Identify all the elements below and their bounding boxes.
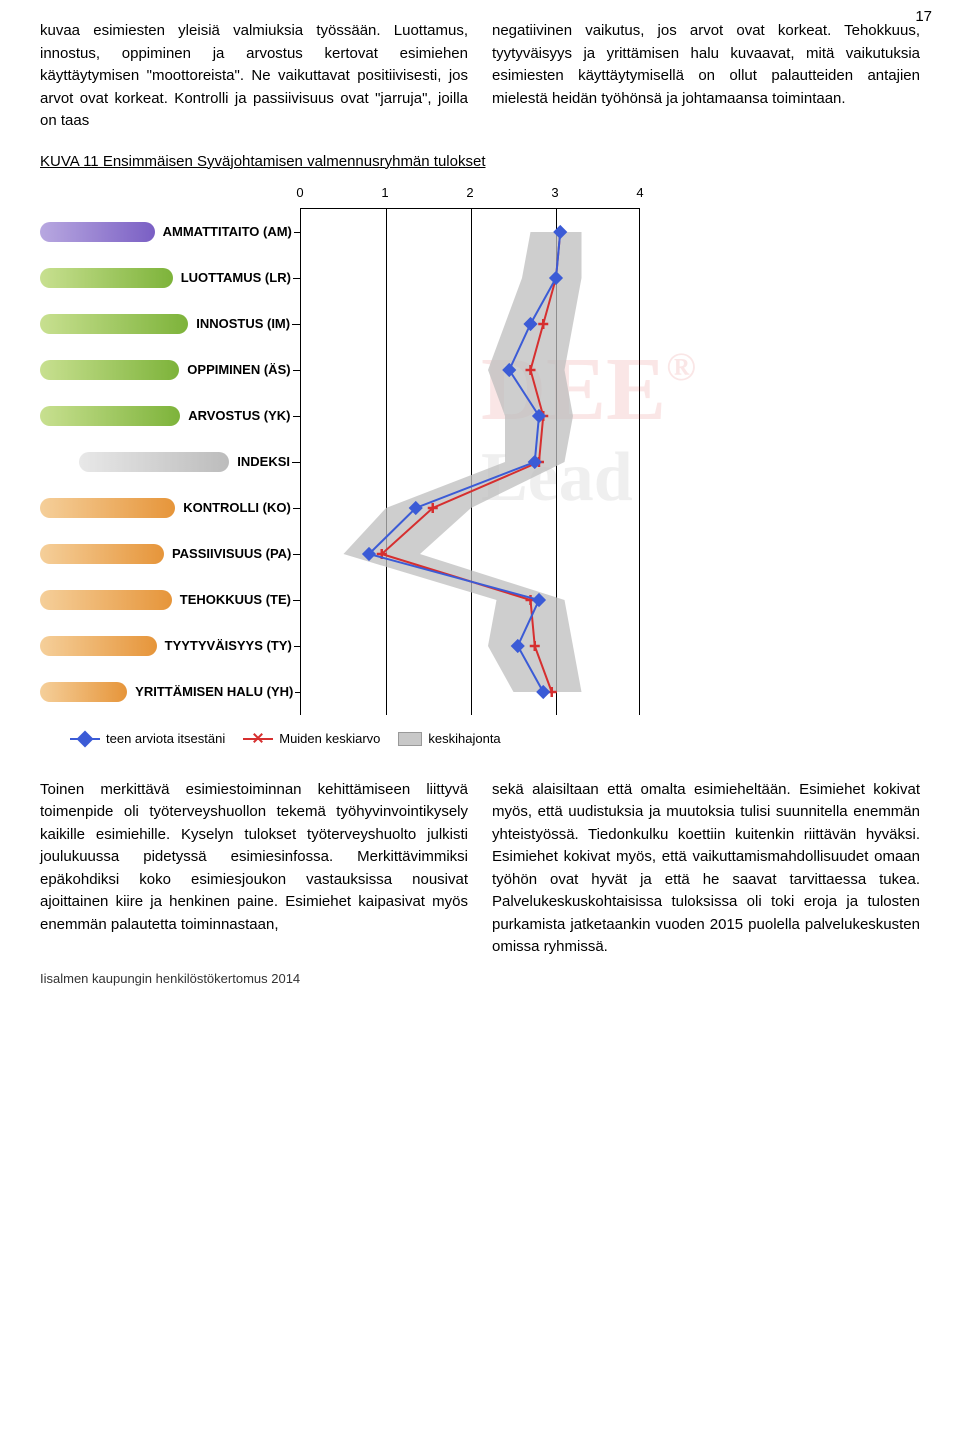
- category-pill: [40, 360, 179, 380]
- category-label: ARVOSTUS (YK): [188, 406, 290, 426]
- chart-caption: KUVA 11 Ensimmäisen Syväjohtamisen valme…: [40, 151, 920, 174]
- deviation-band: [344, 232, 582, 692]
- legend-self: teen arviota itsestäni: [70, 729, 225, 749]
- legend-others-label: Muiden keskiarvo: [279, 729, 380, 749]
- page-number: 17: [915, 6, 932, 29]
- category-pill: [79, 452, 229, 472]
- chart-x-axis: 01234: [300, 183, 640, 209]
- top-left-paragraph: kuvaa esimiesten yleisiä valmiuksia työs…: [40, 20, 468, 133]
- chart-labels-column: AMMATTITAITO (AM) LUOTTAMUS (LR) INNOSTUS …: [40, 183, 300, 715]
- category-pill: [40, 636, 157, 656]
- bottom-columns: Toinen merkittävä esimiestoiminnan kehit…: [40, 779, 920, 959]
- category-label: AMMATTITAITO (AM): [163, 222, 292, 242]
- category-label: TYYTYVÄISYYS (TY): [165, 636, 292, 656]
- category-label: OPPIMINEN (ÄS): [187, 360, 290, 380]
- category-row: AMMATTITAITO (AM): [40, 209, 300, 255]
- category-pill: [40, 222, 155, 242]
- x-tick: 3: [551, 183, 558, 203]
- category-pill: [40, 268, 173, 288]
- category-pill: [40, 314, 188, 334]
- category-label: KONTROLLI (KO): [183, 498, 291, 518]
- legend-others-marker: [243, 738, 273, 740]
- category-row: ARVOSTUS (YK): [40, 393, 300, 439]
- category-label: LUOTTAMUS (LR): [181, 268, 291, 288]
- category-row: YRITTÄMISEN HALU (YH): [40, 669, 300, 715]
- category-row: OPPIMINEN (ÄS): [40, 347, 300, 393]
- category-row: LUOTTAMUS (LR): [40, 255, 300, 301]
- category-row: TEHOKKUUS (TE): [40, 577, 300, 623]
- category-label: INNOSTUS (IM): [196, 314, 290, 334]
- chart-legend: teen arviota itsestäni Muiden keskiarvo …: [40, 715, 660, 749]
- top-columns: kuvaa esimiesten yleisiä valmiuksia työs…: [40, 20, 920, 133]
- category-label: TEHOKKUUS (TE): [180, 590, 291, 610]
- legend-band: keskihajonta: [398, 729, 500, 749]
- chart-plot-area: DEE® Lead: [300, 209, 640, 715]
- category-row: KONTROLLI (KO): [40, 485, 300, 531]
- category-row: INDEKSI: [40, 439, 300, 485]
- legend-others: Muiden keskiarvo: [243, 729, 380, 749]
- category-pill: [40, 498, 175, 518]
- category-label: INDEKSI: [237, 452, 290, 472]
- chart-svg: [301, 209, 641, 715]
- legend-self-marker: [70, 738, 100, 740]
- category-label: PASSIIVISUUS (PA): [172, 544, 291, 564]
- bottom-left-paragraph: Toinen merkittävä esimiestoiminnan kehit…: [40, 779, 468, 959]
- category-label: YRITTÄMISEN HALU (YH): [135, 682, 293, 702]
- legend-band-marker: [398, 732, 422, 746]
- legend-self-label: teen arviota itsestäni: [106, 729, 225, 749]
- category-pill: [40, 682, 127, 702]
- category-pill: [40, 544, 164, 564]
- x-tick: 0: [296, 183, 303, 203]
- category-row: TYYTYVÄISYYS (TY): [40, 623, 300, 669]
- category-row: PASSIIVISUUS (PA): [40, 531, 300, 577]
- legend-band-label: keskihajonta: [428, 729, 500, 749]
- category-row: INNOSTUS (IM): [40, 301, 300, 347]
- bottom-right-paragraph: sekä alaisiltaan että omalta esimieheltä…: [492, 779, 920, 959]
- chart-plot-column: 01234 DEE® Lead: [300, 183, 660, 715]
- top-right-paragraph: negatiivinen vaikutus, jos arvot ovat ko…: [492, 20, 920, 133]
- x-tick: 4: [636, 183, 643, 203]
- x-tick: 2: [466, 183, 473, 203]
- page-footer: Iisalmen kaupungin henkilöstökertomus 20…: [40, 969, 300, 989]
- category-pill: [40, 406, 180, 426]
- chart-container: AMMATTITAITO (AM) LUOTTAMUS (LR) INNOSTUS …: [40, 183, 660, 749]
- x-tick: 1: [381, 183, 388, 203]
- category-pill: [40, 590, 172, 610]
